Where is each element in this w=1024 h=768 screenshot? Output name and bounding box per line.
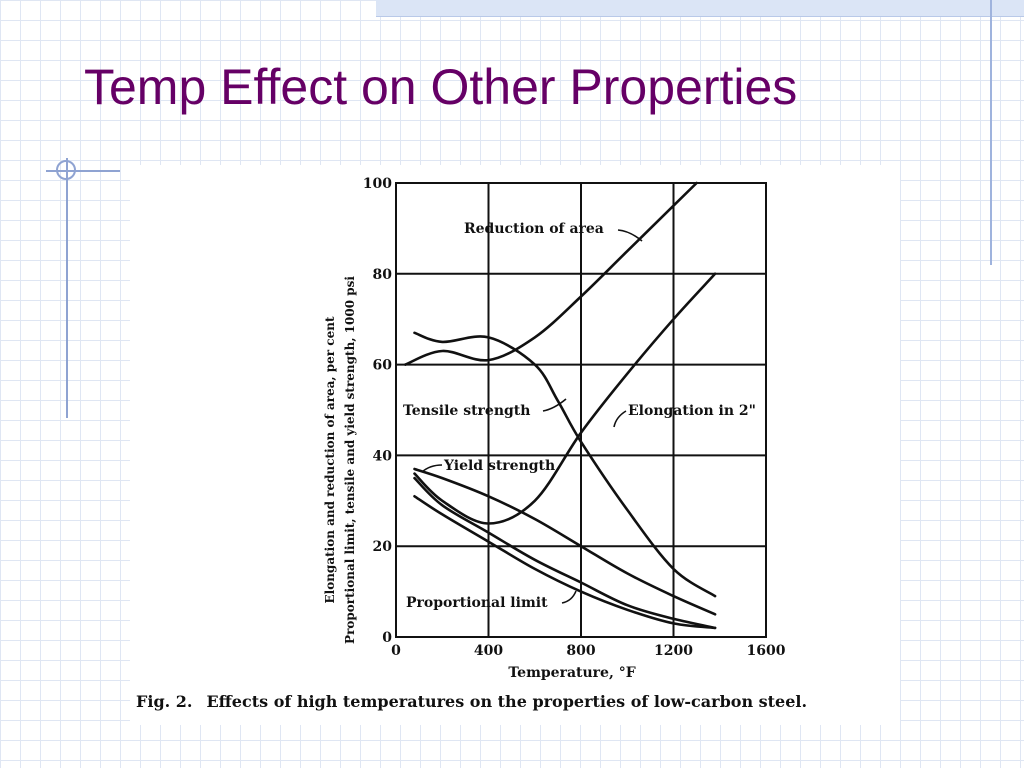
series-line-reduction-of-area: [404, 181, 698, 366]
x-axis-label: Temperature, °F: [508, 665, 635, 681]
x-tick-label: 400: [474, 643, 503, 659]
chart-series: [404, 181, 717, 630]
series-line-elongation-in-2: [413, 272, 717, 525]
chart-ticks: 0 400 800 1200 1600 0 20 40 60 80 100: [363, 176, 786, 659]
bullet-vertical-line: [66, 158, 68, 418]
elongation-label: Elongation in 2": [628, 403, 756, 419]
series-label-tensile-strength: Tensile strength: [403, 398, 567, 419]
figure-panel: 0 400 800 1200 1600 0 20 40 60 80 100 Temperature,…: [130, 165, 900, 725]
reduction-of-area-leader: [617, 229, 643, 242]
y-axis-label-outer: Elongation and reduction of area, per ce…: [323, 316, 337, 603]
chart-svg: 0 400 800 1200 1600 0 20 40 60 80 100 Temperature,…: [323, 176, 786, 681]
x-tick-label: 1200: [654, 643, 693, 659]
bullet-horizontal-line: [46, 170, 120, 172]
figure-caption-label: Fig. 2.: [136, 692, 193, 711]
yield-strength-leader: [421, 464, 443, 473]
y-axis-label-inner: Proportional limit, tensile and yield st…: [343, 276, 357, 644]
reduction-of-area-label: Reduction of area: [464, 221, 604, 237]
series-line-yield-strength: [413, 467, 717, 616]
x-tick-label: 800: [566, 643, 595, 659]
series-label-elongation: Elongation in 2": [613, 403, 756, 428]
y-tick-label: 20: [373, 539, 393, 555]
right-decorative-rule: [990, 0, 992, 265]
y-tick-label: 40: [373, 448, 393, 464]
figure-caption: Fig. 2. Effects of high temperatures on t…: [136, 692, 807, 711]
elongation-leader: [613, 410, 627, 428]
tensile-strength-leader: [542, 398, 567, 412]
plot-frame: [395, 182, 767, 638]
series-line-unlabeled-5: [413, 476, 717, 630]
y-tick-label: 60: [373, 358, 393, 374]
slide-title: Temp Effect on Other Properties: [84, 59, 798, 115]
y-tick-label: 80: [373, 267, 393, 283]
y-tick-label: 100: [363, 176, 392, 192]
series-label-reduction-of-area: Reduction of area: [464, 221, 643, 242]
series-label-proportional-limit: Proportional limit: [406, 590, 577, 611]
top-decorative-band: [376, 0, 1024, 17]
series-line-proportional-limit: [413, 495, 717, 630]
x-tick-label: 0: [391, 643, 401, 659]
series-label-yield-strength: Yield strength: [421, 458, 555, 474]
proportional-limit-leader: [561, 590, 577, 604]
x-tick-label: 1600: [747, 643, 786, 659]
tensile-strength-label: Tensile strength: [403, 403, 530, 419]
y-tick-label: 0: [382, 630, 392, 646]
figure-caption-text: Effects of high temperatures on the prop…: [206, 692, 808, 711]
proportional-limit-label: Proportional limit: [406, 595, 548, 611]
yield-strength-label: Yield strength: [443, 458, 555, 474]
bullet-circle-icon: [56, 160, 76, 180]
